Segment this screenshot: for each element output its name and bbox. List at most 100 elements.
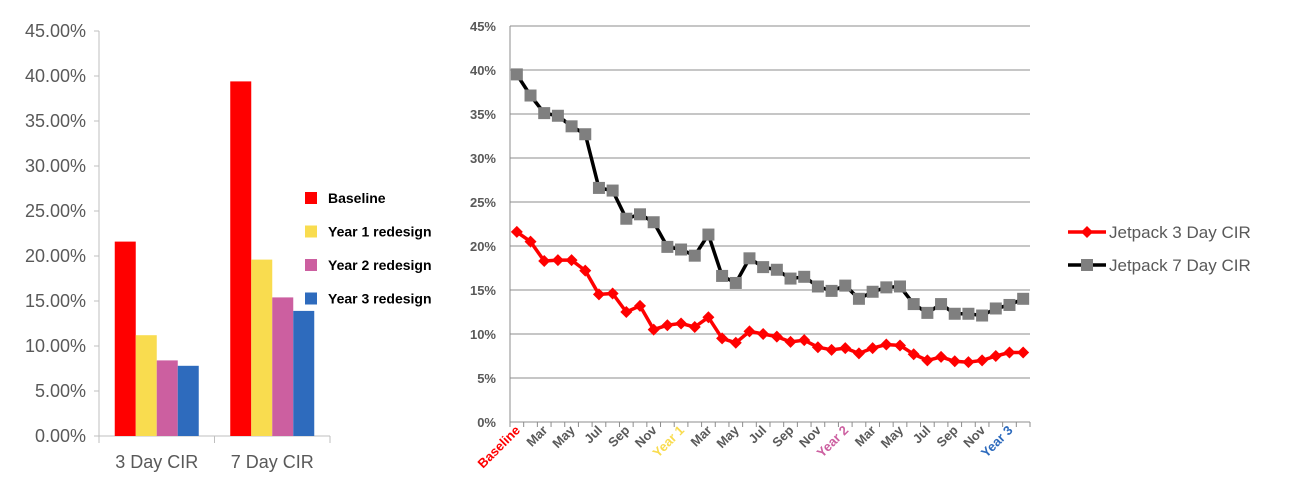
data-point bbox=[510, 225, 523, 238]
legend-marker bbox=[1081, 226, 1093, 238]
data-point bbox=[675, 243, 688, 256]
data-point bbox=[606, 184, 619, 197]
data-point bbox=[579, 264, 592, 277]
data-point bbox=[743, 325, 756, 338]
data-point bbox=[661, 319, 674, 332]
data-point bbox=[729, 336, 742, 349]
data-point bbox=[880, 338, 893, 351]
data-point bbox=[852, 347, 865, 360]
y-tick-label: 0% bbox=[477, 415, 496, 430]
data-point bbox=[866, 342, 879, 355]
line-chart: 0%5%10%15%20%25%30%35%40%45%Baseline MarM… bbox=[470, 19, 1251, 471]
data-point bbox=[702, 311, 715, 324]
data-point bbox=[935, 350, 948, 363]
data-point bbox=[784, 335, 797, 348]
y-tick-label: 30.00% bbox=[25, 156, 86, 176]
data-point bbox=[1017, 292, 1030, 305]
data-point bbox=[962, 307, 975, 320]
legend-label: Baseline bbox=[328, 190, 386, 206]
bar bbox=[156, 360, 178, 436]
data-point bbox=[839, 279, 852, 292]
y-tick-label: 40% bbox=[470, 63, 496, 78]
data-point bbox=[784, 272, 797, 285]
y-tick-label: 20% bbox=[470, 239, 496, 254]
x-tick-label: May bbox=[878, 422, 907, 451]
data-point bbox=[661, 240, 674, 253]
data-point bbox=[1003, 346, 1016, 359]
y-tick-label: 30% bbox=[470, 151, 496, 166]
y-tick-label: 5% bbox=[477, 371, 496, 386]
bar bbox=[272, 297, 294, 436]
y-tick-label: 35% bbox=[470, 107, 496, 122]
y-tick-label: 10% bbox=[470, 327, 496, 342]
data-point bbox=[1003, 298, 1016, 311]
data-point bbox=[811, 280, 824, 293]
x-category-label: 3 Day CIR bbox=[115, 452, 198, 472]
legend-label: Jetpack 3 Day CIR bbox=[1109, 223, 1251, 242]
x-tick-label: Year 1 bbox=[649, 423, 687, 461]
x-tick-label: Year 3 bbox=[978, 423, 1016, 461]
data-point bbox=[907, 348, 920, 361]
bar-chart: 0.00% 5.00% 10.00% 15.00% 20.00% 25.00% 30.00%… bbox=[25, 21, 432, 472]
data-point bbox=[839, 342, 852, 355]
data-point bbox=[757, 261, 770, 274]
y-tick-label: 15.00% bbox=[25, 291, 86, 311]
data-point bbox=[524, 89, 537, 102]
data-point bbox=[948, 307, 961, 320]
data-point bbox=[757, 328, 770, 340]
data-point bbox=[647, 323, 660, 336]
x-tick-label: Sep bbox=[605, 422, 633, 450]
series-line bbox=[515, 73, 1024, 318]
data-point bbox=[606, 287, 619, 300]
data-point bbox=[729, 276, 742, 289]
legend-label: Year 3 redesign bbox=[328, 291, 432, 307]
data-point bbox=[716, 332, 729, 345]
series-line bbox=[515, 230, 1024, 364]
data-point bbox=[510, 68, 523, 81]
data-point bbox=[675, 317, 688, 330]
x-tick-label: Sep bbox=[933, 422, 961, 450]
data-point bbox=[538, 107, 551, 120]
data-point bbox=[551, 254, 564, 267]
data-point bbox=[634, 299, 646, 312]
data-point bbox=[976, 309, 989, 322]
x-tick-label: Jul bbox=[910, 423, 934, 447]
x-tick-label: Jul bbox=[745, 423, 769, 447]
data-point bbox=[770, 330, 783, 343]
data-point bbox=[647, 216, 660, 229]
bar bbox=[293, 310, 315, 436]
bar bbox=[230, 81, 252, 437]
data-point bbox=[921, 306, 934, 319]
data-point bbox=[866, 285, 879, 298]
data-point bbox=[688, 249, 701, 262]
data-point bbox=[811, 341, 824, 354]
data-point bbox=[976, 354, 989, 367]
data-point bbox=[894, 339, 906, 352]
bar bbox=[114, 241, 136, 436]
data-point bbox=[538, 254, 551, 267]
x-tick-label: May bbox=[549, 422, 578, 451]
x-tick-label: Jul bbox=[581, 423, 605, 447]
data-point bbox=[743, 252, 756, 265]
data-point bbox=[880, 281, 893, 294]
x-tick-label: Year 2 bbox=[814, 423, 852, 461]
x-tick-label: Mar bbox=[688, 423, 715, 450]
y-tick-label: 40.00% bbox=[25, 66, 86, 86]
legend-swatch bbox=[305, 225, 317, 238]
data-point bbox=[579, 128, 592, 141]
data-point bbox=[1017, 346, 1030, 359]
bar bbox=[251, 259, 273, 436]
data-point bbox=[634, 208, 646, 221]
y-tick-label: 10.00% bbox=[25, 336, 86, 356]
data-point bbox=[989, 302, 1002, 315]
y-tick-label: 15% bbox=[470, 283, 496, 298]
data-point bbox=[948, 355, 961, 368]
legend-label: Jetpack 7 Day CIR bbox=[1109, 256, 1251, 275]
data-point bbox=[565, 120, 578, 133]
data-point bbox=[798, 270, 811, 283]
legend-marker bbox=[1081, 259, 1093, 271]
bar bbox=[177, 365, 199, 436]
y-tick-label: 35.00% bbox=[25, 111, 86, 131]
